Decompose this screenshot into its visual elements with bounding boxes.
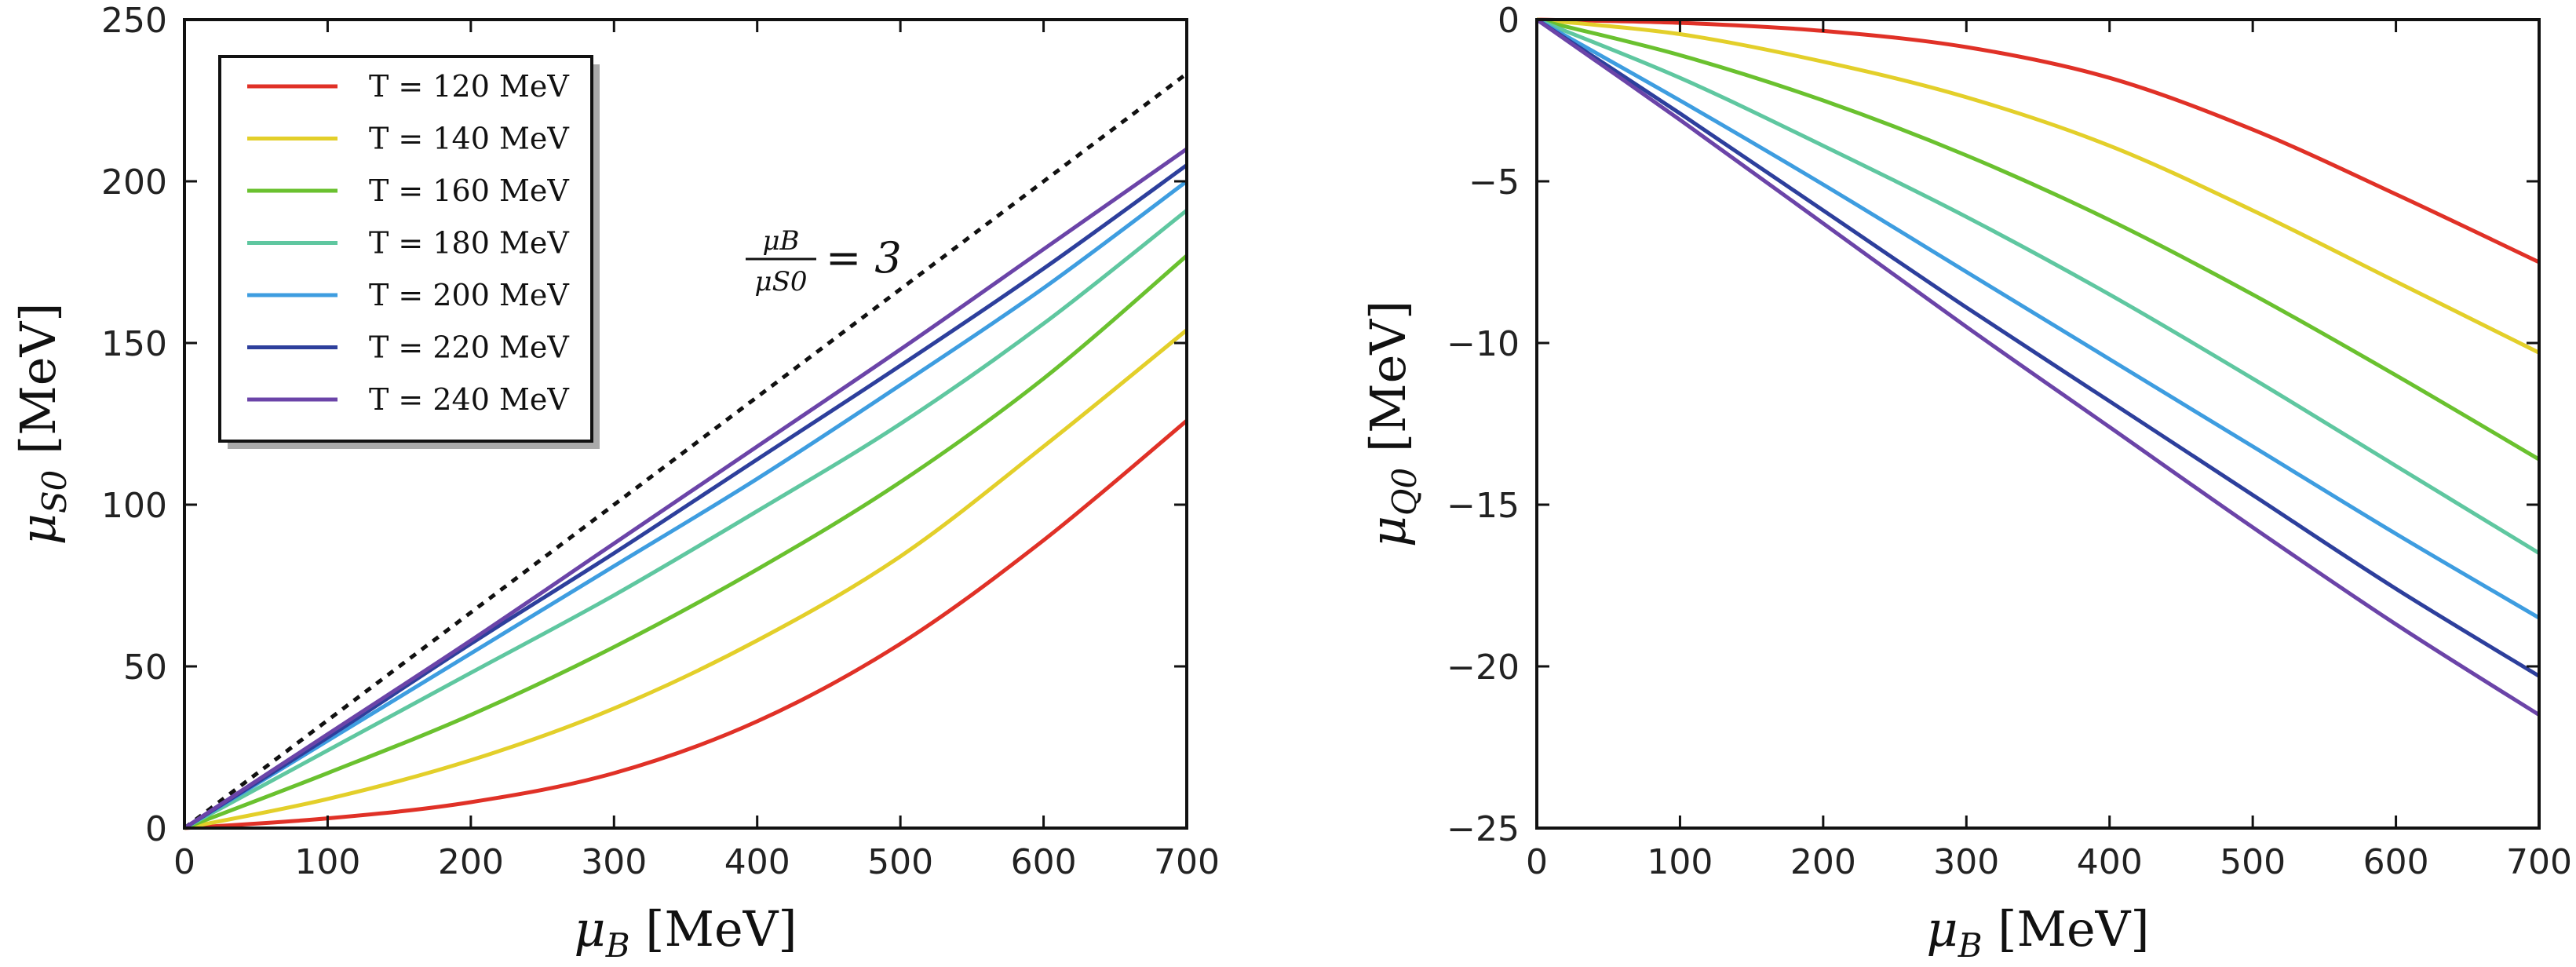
series-line-120mev [184,418,1188,830]
series-line-180mev [183,209,1188,830]
y-tick-label: −5 [1469,162,1520,203]
left-chart-marks [183,71,1188,830]
x-tick-label: 200 [1790,842,1856,882]
left-axis-ticks: 0 100 200 300 400 500 600 700 0 50 100 150 200 250 [101,1,1220,882]
series-line-220mev [183,163,1188,830]
x-tick-label: 100 [1647,842,1713,882]
series-line-240mev [1535,17,2541,717]
annotation-denominator: μS0 [754,266,807,297]
right-axis-ticks: 0 100 200 300 400 500 600 700 0 −5 −10 −15 −20 −25 [1447,1,2572,882]
series-line-220mev [1535,17,2541,678]
y-tick-label: 0 [1498,1,1520,41]
series-line-200mev [1535,17,2541,620]
left-plot-frame [183,18,1188,830]
y-tick-label: 150 [101,324,167,364]
right-chart-marks [1535,17,2541,717]
right-chart-panel: 0 100 200 300 400 500 600 700 0 −5 −10 −15 −20 −25 μB… [1359,1,2572,965]
y-tick-label: 50 [123,648,167,688]
legend: T = 120 MeV T = 140 MeV T = 160 MeV T = 180… [218,55,600,449]
x-tick-label: 500 [867,842,933,882]
x-tick-label: 600 [1011,842,1077,882]
x-tick-label: 0 [173,842,195,882]
ratio-annotation: μB μS0 = 3 [746,225,902,297]
legend-label: T = 120 MeV [369,69,569,104]
x-tick-label: 100 [294,842,360,882]
y-tick-label: −20 [1447,648,1520,688]
left-chart-panel: 0 100 200 300 400 500 600 700 0 50 100 150 200 250 μB… [9,1,1220,965]
series-line-180mev [1536,17,2541,555]
y-tick-label: 250 [101,1,167,41]
x-tick-label: 400 [724,842,790,882]
series-line-120mev [1536,17,2541,265]
x-tick-label: 300 [1933,842,1999,882]
x-tick-label: 0 [1526,842,1548,882]
series-line-240mev [183,147,1188,830]
x-tick-label: 200 [438,842,504,882]
series-line-140mev [1536,17,2541,355]
x-tick-label: 700 [1154,842,1220,882]
y-tick-label: 0 [145,809,167,849]
left-y-axis-label: μS0 [MeV] [9,303,74,546]
x-tick-label: 300 [581,842,647,882]
left-x-axis-label: μB [MeV] [574,900,797,965]
legend-label: T = 220 MeV [369,330,569,365]
x-tick-label: 600 [2363,842,2429,882]
right-x-axis-label: μB [MeV] [1926,900,2149,965]
reference-line-ratio-3 [183,71,1188,830]
x-tick-label: 400 [2077,842,2143,882]
legend-label: T = 180 MeV [369,226,569,261]
legend-label: T = 160 MeV [369,173,569,208]
series-line-200mev [183,179,1188,830]
annotation-numerator: μB [762,225,799,257]
legend-label: T = 200 MeV [369,278,569,312]
y-tick-label: 100 [101,486,167,526]
series-line-160mev [184,254,1188,830]
right-plot-frame [1535,18,2541,830]
x-tick-label: 700 [2506,842,2572,882]
series-line-160mev [1536,17,2541,462]
x-tick-label: 500 [2220,842,2286,882]
legend-label: T = 240 MeV [369,382,569,417]
annotation-rhs: = 3 [826,233,902,283]
right-y-axis-label: μQ0 [MeV] [1359,301,1424,548]
y-tick-label: −25 [1447,809,1520,849]
y-tick-label: −10 [1447,324,1520,364]
legend-label: T = 140 MeV [369,122,569,156]
series-line-140mev [184,328,1188,830]
y-tick-label: 200 [101,162,167,203]
legend-box [218,55,593,443]
y-tick-label: −15 [1447,486,1520,526]
